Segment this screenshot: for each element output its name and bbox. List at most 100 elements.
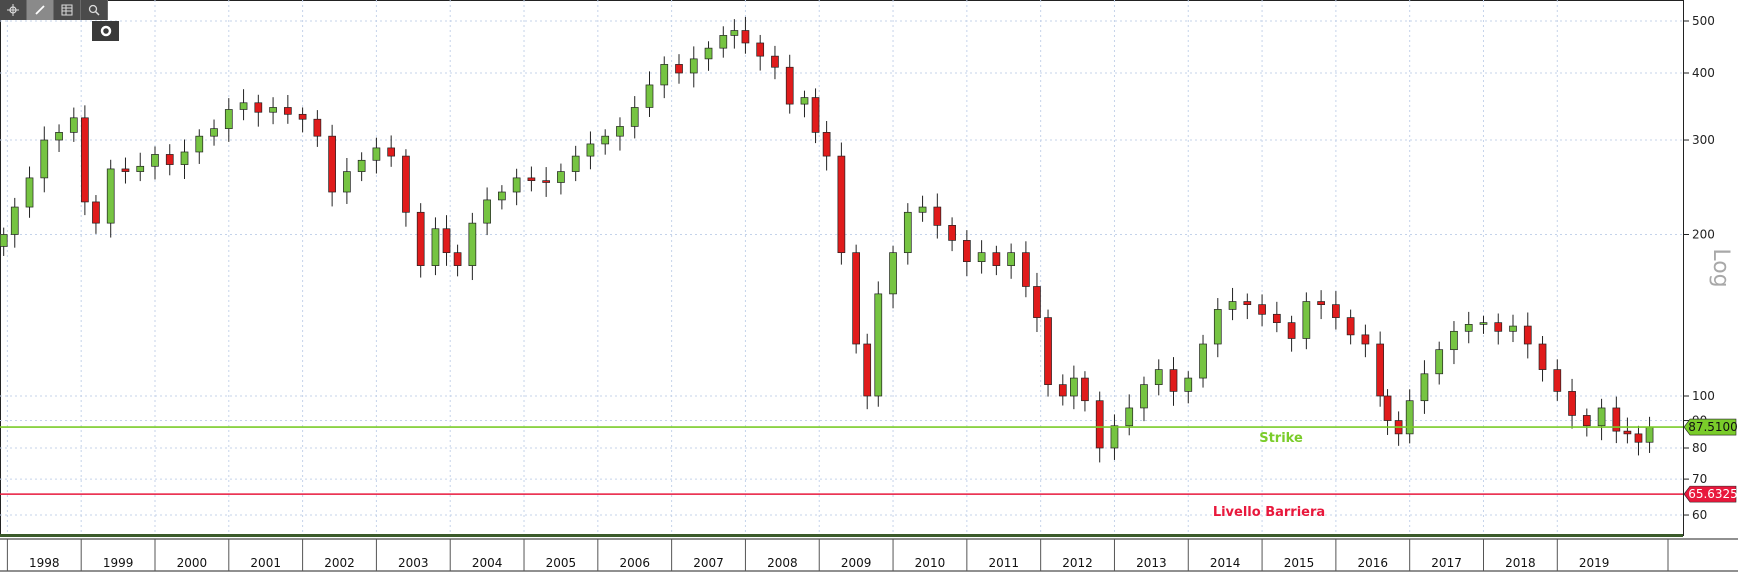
candle-body (1081, 377, 1089, 402)
candle-body (180, 151, 189, 165)
candle-body (313, 118, 322, 137)
candle-body (785, 66, 794, 105)
candle-body (239, 102, 248, 110)
candle-body (719, 35, 728, 49)
x-tick-label: 2015 (1284, 556, 1315, 570)
candle-body (453, 252, 462, 266)
candle-body (660, 64, 669, 86)
candle-body (151, 154, 159, 167)
candle-body (1494, 322, 1503, 332)
value-badge-label: 65.6325 (1688, 487, 1738, 501)
candle-body (874, 293, 883, 397)
chart-toolbar (0, 0, 108, 20)
candle-body (557, 171, 565, 183)
candle-body (1568, 391, 1576, 416)
candle-body (852, 252, 860, 345)
table-button[interactable] (54, 0, 81, 20)
x-tick-label: 1998 (29, 556, 60, 570)
x-tick-label: 2013 (1136, 556, 1167, 570)
candle-body (165, 154, 174, 165)
candle-body (1538, 343, 1547, 370)
candle-body (1199, 343, 1207, 379)
candle-body (69, 117, 78, 133)
candle-body (1464, 324, 1473, 332)
ring-button[interactable] (92, 21, 119, 41)
reference-lines: 87.5100 Strike 65.6325 Livello Barriera (0, 418, 1738, 520)
candle-body (343, 171, 351, 193)
candle-body (586, 143, 595, 157)
candle-body (298, 113, 307, 120)
candle-body (977, 252, 986, 262)
x-tick-label: 2008 (767, 556, 798, 570)
candle-body (630, 107, 639, 127)
candle-body (601, 135, 610, 145)
candle-body (81, 117, 89, 203)
candle-body (542, 180, 551, 183)
x-tick-label: 2006 (619, 556, 650, 570)
candle-body (224, 109, 233, 130)
candle-body (402, 155, 410, 213)
y-tick-label: 400 (1692, 66, 1715, 80)
candle-body (1095, 400, 1104, 449)
candle-body (1612, 407, 1621, 432)
candle-body (416, 211, 425, 266)
candle-body (1243, 301, 1252, 306)
candle-body (1435, 349, 1444, 375)
candle-body (1597, 407, 1606, 427)
candle-body (675, 64, 683, 74)
candle-body (1125, 407, 1134, 427)
candle-body (195, 135, 204, 153)
y-tick-label: 100 (1692, 389, 1715, 403)
candle-body (1645, 426, 1654, 443)
candle-body (254, 102, 263, 113)
x-tick-label: 2009 (841, 556, 872, 570)
x-tick-label: 2002 (324, 556, 355, 570)
candle-body (328, 135, 336, 193)
value-badge (1683, 418, 1737, 436)
y-tick-label: 200 (1692, 227, 1715, 241)
candle-body (121, 168, 130, 172)
candle-body (468, 222, 477, 266)
candle-body (372, 147, 381, 161)
y-tick-label: 70 (1692, 472, 1707, 486)
candle-body (771, 55, 779, 68)
value-badge (1683, 485, 1737, 503)
candle-body (106, 168, 115, 224)
zoom-button[interactable] (81, 0, 108, 20)
candle-body (1213, 309, 1222, 345)
candle-body (527, 177, 536, 181)
candle-body (1258, 304, 1266, 315)
x-tick-label: 2014 (1210, 556, 1241, 570)
candle-body (1509, 325, 1517, 332)
candle-body (1405, 400, 1414, 435)
candle-body (689, 58, 698, 74)
candle-body (40, 139, 49, 179)
candle-body (837, 155, 846, 254)
candle-body (730, 30, 739, 36)
y-tick-label: 80 (1692, 441, 1707, 455)
candle-body (1169, 369, 1178, 392)
x-tick-label: 2011 (988, 556, 1019, 570)
candle-body (1623, 430, 1632, 435)
candle-body (756, 42, 765, 57)
ring-icon (100, 25, 111, 37)
candle-body (1420, 373, 1429, 402)
scale-label: Log (1708, 248, 1733, 287)
draw-button[interactable] (27, 0, 54, 20)
pen-icon (35, 5, 45, 15)
candle-body (10, 206, 19, 235)
candle-body (387, 147, 396, 157)
candle-body (571, 155, 580, 172)
x-axis: 1998 1999 2000 2001 2002 2003 2004 2005 2006 2007… (0, 534, 1738, 572)
value-badge-label: 87.5100 (1688, 420, 1738, 434)
candle-body (863, 343, 872, 397)
candle-body (1140, 384, 1148, 409)
candle-body (1361, 334, 1370, 345)
candle-body (933, 206, 942, 226)
candle-body (962, 240, 971, 262)
x-tick-label: 2007 (693, 556, 724, 570)
candle-body (948, 225, 956, 241)
crosshair-button[interactable] (0, 0, 27, 20)
candle-body (283, 107, 292, 115)
